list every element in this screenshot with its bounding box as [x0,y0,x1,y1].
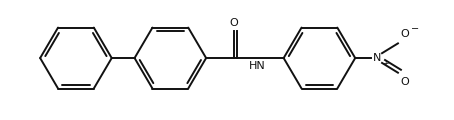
Text: −: − [411,24,419,34]
Text: O: O [230,18,238,28]
Text: HN: HN [249,61,266,71]
Text: O: O [400,29,409,39]
Text: +: + [382,59,388,68]
Text: N: N [373,53,381,63]
Text: O: O [400,78,409,87]
